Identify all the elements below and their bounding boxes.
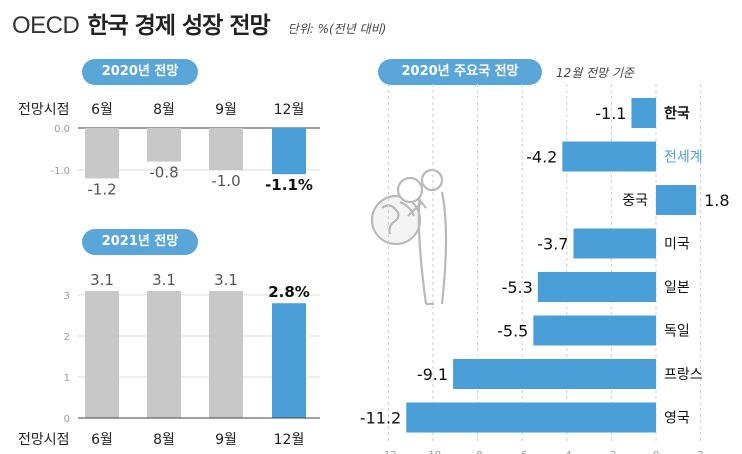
bar	[85, 128, 119, 179]
data-label: -3.7	[537, 235, 568, 254]
category-label: 6월	[91, 432, 113, 448]
korea-2021-chart: 0 1 2 3 3.1 3.1 3.1 2.8% 전망시점 6월 8월 9월 12월	[18, 271, 320, 448]
bar	[573, 228, 656, 259]
y-tick-label: 0	[64, 414, 70, 425]
y-tick-label: 1	[64, 373, 70, 384]
bar	[272, 128, 306, 175]
data-label: -5.5	[497, 322, 528, 341]
data-label: -9.1	[417, 365, 448, 384]
korea-2020-chart: 전망시점 6월 8월 9월 12월 0.0 -1.0 -1.2 -0.8 -1.0 -1.1%	[18, 102, 320, 198]
category-label: 12월	[274, 432, 305, 448]
bar	[147, 128, 181, 162]
category-label: 영국	[664, 411, 690, 427]
category-label: 8월	[153, 432, 175, 448]
bar	[272, 303, 306, 418]
y-tick-label: 0.0	[54, 124, 70, 135]
bar	[406, 402, 656, 433]
category-label: 8월	[153, 102, 175, 118]
data-label: -1.1	[595, 104, 626, 123]
category-label: 독일	[664, 324, 690, 340]
x-tick-label: -6	[517, 450, 527, 454]
category-label: 중국	[622, 193, 648, 209]
row-label: 전망시점	[18, 102, 70, 118]
data-label: -0.8	[149, 164, 178, 182]
basis-note: 12월 전망 기준	[556, 66, 635, 80]
data-label: 1.8	[704, 191, 729, 210]
x-tick-label: -8	[473, 450, 483, 454]
data-label: 3.1	[152, 271, 176, 289]
bar	[562, 141, 656, 172]
bar	[537, 272, 656, 302]
category-label: 일본	[664, 280, 690, 296]
bar	[453, 359, 656, 389]
page-title: OECD 한국 경제 성장 전망 단위: %(전년 대비)	[12, 6, 386, 40]
data-label: -1.1%	[265, 176, 313, 194]
bar	[147, 290, 181, 418]
pill-2020-countries: 2020년 주요국 전망	[378, 59, 542, 85]
category-label: 9월	[215, 432, 237, 448]
data-label: 3.1	[214, 271, 238, 289]
category-label: 프랑스	[664, 367, 703, 383]
pill-2021-forecast: 2021년 전망	[82, 229, 198, 255]
x-tick-label: 2	[697, 450, 703, 454]
bar	[209, 128, 243, 170]
x-tick-label: -4	[562, 450, 572, 454]
x-tick-label: -2	[606, 450, 616, 454]
bar	[656, 185, 697, 215]
title-main: 한국 경제 성장 전망	[87, 13, 270, 39]
x-tick-label: 0	[653, 450, 659, 454]
category-label: 6월	[91, 102, 113, 118]
category-label: 9월	[215, 102, 237, 118]
data-label: 2.8%	[268, 283, 310, 301]
data-label: -5.3	[502, 278, 533, 297]
unit-label: 단위: %(전년 대비)	[287, 22, 387, 36]
category-label: 12월	[274, 102, 305, 118]
bar	[533, 315, 656, 346]
magnifier-globe-person-icon	[370, 168, 448, 306]
data-label: -1.0	[211, 172, 240, 190]
row-label: 전망시점	[18, 432, 70, 448]
x-tick-label: -10	[425, 450, 441, 454]
y-tick-label: -1.0	[50, 166, 70, 177]
category-label: 미국	[664, 237, 690, 253]
bar	[209, 290, 243, 418]
pill-2020-forecast: 2020년 전망	[82, 59, 198, 85]
category-label: 전세계	[664, 150, 703, 166]
data-label: -1.2	[87, 180, 116, 198]
bar	[631, 98, 656, 128]
category-label: 한국	[664, 106, 690, 122]
data-label: -11.2	[360, 409, 401, 428]
data-label: 3.1	[90, 271, 114, 289]
y-tick-label: 3	[64, 291, 70, 302]
x-tick-label: -12	[380, 450, 396, 454]
countries-2020-chart: -1.1 -4.2 1.8 -3.7 -5.3 -5.5 -9.1 -11.2 한국전세계중국…	[360, 84, 730, 454]
bar	[85, 290, 119, 418]
title-prefix: OECD	[12, 12, 80, 39]
y-tick-label: 2	[64, 332, 70, 343]
data-label: -4.2	[526, 148, 557, 167]
